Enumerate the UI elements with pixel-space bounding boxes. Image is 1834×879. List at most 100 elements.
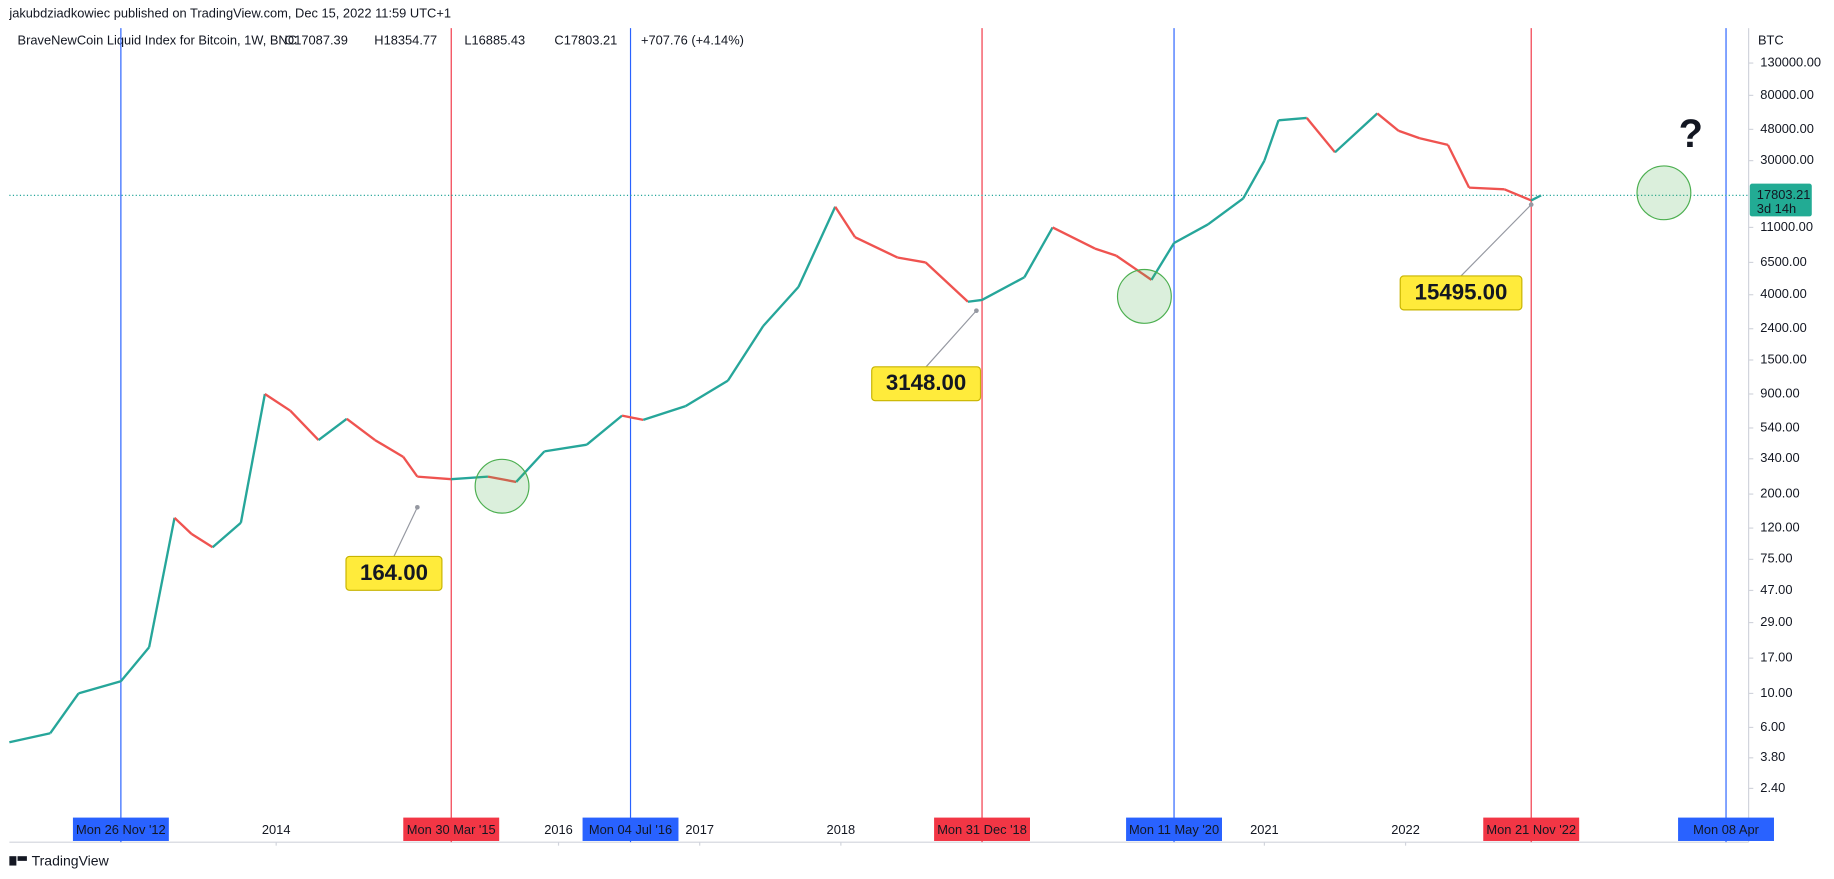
price-segment <box>1263 119 1280 162</box>
callout-box <box>871 366 982 402</box>
price-segment <box>726 325 765 382</box>
callout-label: 164.00 <box>360 560 428 585</box>
price-segment <box>967 298 983 303</box>
marker-label-box <box>1483 817 1580 841</box>
price-segment <box>374 439 404 458</box>
price-segment <box>289 409 320 441</box>
highlight-circle <box>1116 268 1172 324</box>
price-segment <box>239 393 267 523</box>
y-tick-label: 30000.00 <box>1760 152 1814 167</box>
y-tick-label: 200.00 <box>1760 485 1799 500</box>
question-mark: ? <box>1679 112 1703 156</box>
price-segment <box>642 405 686 421</box>
price-segment <box>1419 137 1449 147</box>
price-segment <box>1150 242 1176 281</box>
price-segment <box>190 532 214 549</box>
y-tick-label: 540.00 <box>1760 419 1799 434</box>
x-tick-label: 2016 <box>544 822 573 837</box>
marker-label-box <box>934 817 1030 841</box>
marker-label-box <box>403 817 500 841</box>
price-segment <box>621 414 644 422</box>
callout-point <box>974 308 979 314</box>
countdown: 3d 14h <box>1757 201 1796 216</box>
y-tick-label: 11000.00 <box>1760 219 1813 234</box>
y-tick-label: 80000.00 <box>1760 87 1814 102</box>
price-segment <box>1115 254 1153 281</box>
callout-line <box>1460 204 1532 277</box>
price-segment <box>1023 226 1054 278</box>
last-price-label: 17803.21 <box>1757 187 1811 202</box>
price-segment <box>897 256 926 264</box>
callout-line <box>925 310 977 368</box>
callout-label: 3148.00 <box>886 370 966 395</box>
price-segment <box>78 680 122 695</box>
price-segment <box>1530 194 1542 202</box>
y-tick-label: 120.00 <box>1760 519 1799 534</box>
y-tick-label: 6.00 <box>1760 719 1785 734</box>
y-tick-label: 17.00 <box>1760 650 1792 665</box>
x-tick-label: 2021 <box>1250 822 1279 837</box>
y-tick-label: 2.40 <box>1760 780 1785 795</box>
y-tick-label: 48000.00 <box>1760 121 1814 136</box>
price-segment <box>173 516 193 535</box>
callout-box <box>345 555 443 591</box>
y-tick-label: 4000.00 <box>1760 286 1806 301</box>
marker-label: Mon 04 Jul '16 <box>589 822 672 837</box>
ohlc-value: O17087.39 <box>284 32 348 47</box>
y-tick-label: 1500.00 <box>1760 351 1806 366</box>
price-segment <box>762 286 800 327</box>
price-segment <box>119 646 151 683</box>
price-segment <box>1173 223 1209 245</box>
last-price-box <box>1749 183 1812 217</box>
y-tick-label: 29.00 <box>1760 614 1792 629</box>
callout-point <box>415 504 420 510</box>
price-segment <box>1376 112 1400 132</box>
price-segment <box>487 475 517 484</box>
ohlc-value: C17803.21 <box>554 32 617 47</box>
price-segment <box>684 379 729 408</box>
ohlc-value: L16885.43 <box>464 32 525 47</box>
footer: TradingView <box>32 853 110 869</box>
callout-line <box>393 507 418 557</box>
price-segment <box>854 236 898 259</box>
price-segment <box>1278 116 1307 122</box>
marker-label: Mon 26 Nov '12 <box>76 822 166 837</box>
y-tick-label: 340.00 <box>1760 450 1799 465</box>
marker-label: Mon 30 Mar '15 <box>407 822 496 837</box>
price-segment <box>1446 144 1471 189</box>
price-segment <box>1052 226 1096 250</box>
y-tick-label: 130000.00 <box>1760 54 1821 69</box>
price-segment <box>924 261 969 303</box>
highlight-circle <box>474 458 530 514</box>
ohlc-value: H18354.77 <box>374 32 437 47</box>
price-segment <box>797 206 837 288</box>
callout-label: 15495.00 <box>1415 279 1508 304</box>
y-tick-label: 3.80 <box>1760 749 1785 764</box>
highlight-circle <box>1636 165 1692 221</box>
price-segment <box>346 417 376 442</box>
price-segment <box>981 276 1025 301</box>
price-segment <box>515 450 546 483</box>
price-segment <box>544 443 587 453</box>
x-tick-label: 2018 <box>827 822 856 837</box>
marker-label: Mon 31 Dec '18 <box>937 822 1027 837</box>
price-segment <box>1503 188 1532 202</box>
x-tick-label: 2022 <box>1391 822 1420 837</box>
callout-point <box>1528 202 1534 207</box>
ohlc-legend: O17087.39 H18354.77 L16885.43 C17803.21 +707… <box>284 32 744 47</box>
change: +707.76 (+4.14%) <box>641 32 744 47</box>
marker-label: Mon 08 Apr <box>1693 822 1759 837</box>
x-tick-label: 2014 <box>262 822 291 837</box>
marker-label: Mon 11 May '20 <box>1129 822 1219 837</box>
price-segment <box>1305 117 1336 154</box>
marker-label-box <box>1126 817 1222 841</box>
y-unit: BTC <box>1758 32 1784 47</box>
price-segment <box>1094 247 1117 257</box>
logo <box>9 856 27 866</box>
x-tick-label: 2017 <box>685 822 714 837</box>
price-segment <box>147 517 176 648</box>
marker-label: Mon 21 Nov '22 <box>1486 822 1576 837</box>
y-tick-label: 75.00 <box>1760 551 1792 566</box>
y-tick-label: 900.00 <box>1760 385 1799 400</box>
